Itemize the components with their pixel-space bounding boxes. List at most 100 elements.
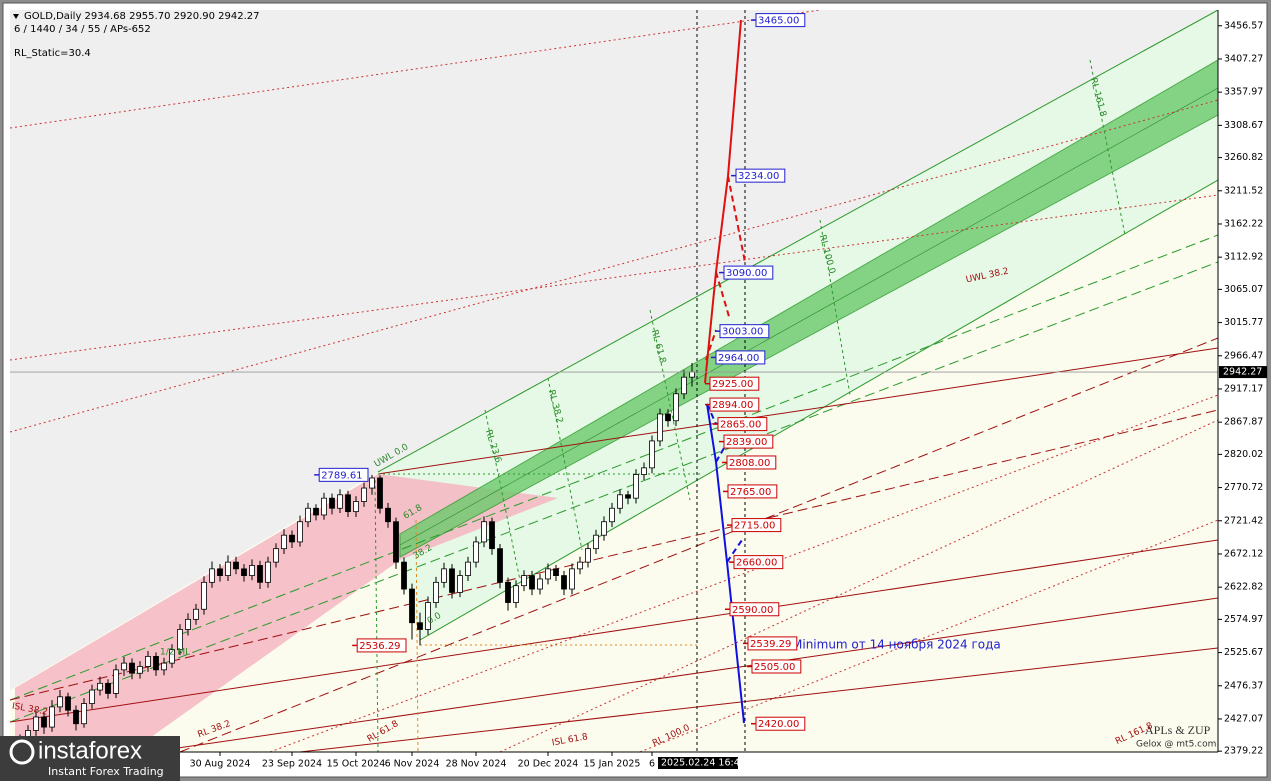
candle-body <box>449 568 455 593</box>
candle-body <box>233 561 239 570</box>
level-box <box>747 636 798 651</box>
median <box>399 87 1218 546</box>
credit: Gelox @ mt5.com <box>1136 740 1216 750</box>
y-tick-label: 2427.07 <box>1224 713 1263 724</box>
candle-body <box>521 575 527 587</box>
y-tick-label: 3065.07 <box>1224 284 1263 295</box>
level-label: 2539.29 <box>750 639 791 650</box>
candle-body <box>89 689 95 704</box>
level-box <box>715 350 766 365</box>
candle-body <box>513 585 519 603</box>
plot <box>10 363 1218 752</box>
candle-body <box>281 534 287 550</box>
note: RL_Static=30.4 <box>14 48 91 59</box>
y-tick-label: 3260.82 <box>1224 152 1263 163</box>
caption: Minimum от 14 ноября 2024 года <box>792 638 1001 652</box>
y-tick-label: 2820.02 <box>1224 449 1263 460</box>
level-label: 2865.00 <box>720 420 761 431</box>
level-box <box>709 397 760 412</box>
candle-body <box>385 507 391 523</box>
candle-body <box>497 548 503 583</box>
candle-body <box>217 568 223 576</box>
y-tick-label: 2966.47 <box>1224 350 1263 361</box>
menu-arrow <box>13 14 19 19</box>
level-label: 2505.00 <box>754 662 795 673</box>
level-box <box>727 484 778 499</box>
candle-body <box>185 618 191 630</box>
candle-body <box>433 581 439 603</box>
candle-body <box>569 568 575 590</box>
candle-body <box>681 376 687 395</box>
candle-body <box>265 561 271 583</box>
level-label: 2765.00 <box>730 487 771 498</box>
price-label: 2942.27 <box>1223 367 1262 378</box>
candle-body <box>337 494 343 509</box>
x-tick-label: 6 Nov 2024 <box>385 759 440 770</box>
candle-body <box>137 666 143 674</box>
x-tick-label: 23 Sep 2024 <box>262 759 322 770</box>
y-tick-label: 3162.22 <box>1224 218 1263 229</box>
candle-body <box>649 440 655 469</box>
candle-body <box>105 682 111 694</box>
candle-body <box>577 561 583 570</box>
line-label: 1/2 ML <box>160 648 190 658</box>
candle-body <box>409 588 415 624</box>
logo-name: instaforex <box>38 737 142 764</box>
candle-body <box>633 474 639 499</box>
level-label: 2536.29 <box>359 641 400 652</box>
level-label: 3465.00 <box>758 16 799 27</box>
candle-body <box>585 548 591 563</box>
credit: APLs & ZUP <box>1145 723 1211 737</box>
candle-body <box>425 602 431 630</box>
candle-body <box>609 507 615 523</box>
level-box <box>726 455 777 470</box>
level-box <box>318 467 369 482</box>
candle-body <box>457 575 463 593</box>
candle-body <box>641 467 647 475</box>
y-tick-label: 3357.97 <box>1224 87 1263 98</box>
x-tick-label: 20 Dec 2024 <box>518 759 579 770</box>
x-tick-label: 28 Nov 2024 <box>446 759 507 770</box>
candle-body <box>153 655 159 671</box>
y-tick-label: 2622.82 <box>1224 582 1263 593</box>
y-tick-label: 3308.67 <box>1224 120 1263 131</box>
y-tick-label: 2917.17 <box>1224 383 1263 394</box>
x-tick-label: 15 Jan 2025 <box>584 759 641 770</box>
candle-body <box>553 568 559 576</box>
y-tick-label: 3112.92 <box>1224 252 1263 263</box>
candle-body <box>625 494 631 499</box>
candle-body <box>673 393 679 422</box>
candle-body <box>489 521 495 550</box>
y-tick-label: 2379.22 <box>1224 746 1263 757</box>
candle-body <box>249 565 255 576</box>
candle-body <box>57 696 63 708</box>
candle-body <box>441 568 447 583</box>
candle-body <box>313 507 319 516</box>
x-tick-label: 6 <box>649 759 655 770</box>
time-label: 2025.02.24 16:47 <box>661 758 746 769</box>
chart-title: GOLD,Daily 2934.68 2955.70 2920.90 2942.… <box>24 11 260 22</box>
candle-body <box>321 497 327 516</box>
candle-body <box>601 521 607 536</box>
y-tick-label: 2721.42 <box>1224 515 1263 526</box>
level-box <box>755 13 806 28</box>
level-label: 2839.00 <box>726 437 767 448</box>
trend-lines <box>10 10 1218 752</box>
forecast <box>704 19 746 724</box>
subtitle: 6 / 1440 / 34 / 55 / APs-652 <box>14 24 151 35</box>
candle-body <box>73 709 79 725</box>
candle-body <box>41 716 47 728</box>
level-box <box>723 434 774 449</box>
level-box <box>709 376 760 391</box>
candle-body <box>297 521 303 543</box>
candle-body <box>33 716 39 731</box>
level-box <box>755 716 806 731</box>
y-tick-label: 3407.27 <box>1224 53 1263 64</box>
y-tick-label: 2525.67 <box>1224 647 1263 658</box>
candle-body <box>81 703 87 725</box>
y-tick-label: 3211.52 <box>1224 185 1263 196</box>
level-label: 2808.00 <box>729 458 770 469</box>
x-tick-label: 30 Aug 2024 <box>190 759 251 770</box>
candle-body <box>393 521 399 563</box>
